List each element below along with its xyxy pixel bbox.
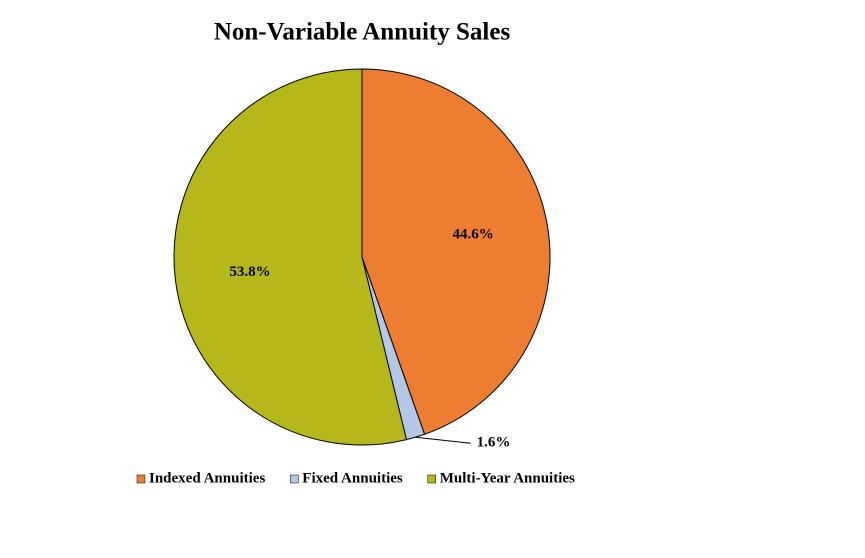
legend-label: Multi-Year Annuities: [440, 470, 575, 486]
pie-slice: [173, 68, 408, 446]
chart-title: Non-Variable Annuity Sales: [214, 19, 511, 46]
data-label: 53.8%: [229, 264, 270, 280]
legend-swatch: [290, 474, 299, 484]
legend-swatch: [136, 474, 146, 484]
pie-slice: [361, 68, 551, 435]
leader-line: [415, 436, 471, 444]
legend-label: Indexed Annuities: [149, 470, 265, 486]
data-label: 1.6%: [477, 435, 511, 451]
legend-label: Fixed Annuities: [302, 470, 403, 486]
data-label: 44.6%: [453, 226, 494, 242]
legend-swatch: [427, 474, 436, 484]
